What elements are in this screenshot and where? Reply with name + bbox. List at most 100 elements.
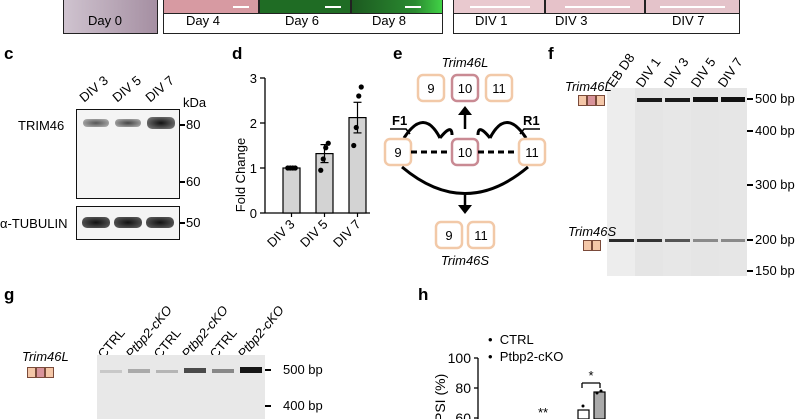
lane-label-div7: DIV 7 [142, 72, 177, 105]
scale-bar [470, 6, 530, 8]
data-point [325, 140, 331, 146]
marker-tick [747, 98, 753, 100]
x-tick-label: DIV 5 [297, 217, 331, 251]
x-tick-label: DIV 3 [264, 217, 298, 251]
band-long-div3 [665, 98, 690, 102]
trim46-blot [76, 109, 180, 199]
frame-day4-8 [163, 0, 443, 34]
exon-label: 9 [394, 145, 401, 160]
data-point [581, 404, 585, 408]
exon-11-bottom [466, 220, 496, 250]
splicing-diagram: Trim46L 9 10 11 F1 R1 9 10 11 9 11 Trim4… [383, 55, 547, 268]
exon-label: 10 [458, 81, 472, 96]
data-point [356, 93, 362, 99]
scale-bar [405, 6, 421, 8]
band-div3 [82, 217, 110, 228]
y-axis-label: PSI (%) [432, 374, 448, 419]
exon-9-bottom [434, 220, 464, 250]
scale-bar [660, 6, 725, 8]
label-day8: Day 8 [372, 13, 406, 28]
data-point [323, 145, 329, 151]
tubulin-label: α-TUBULIN [0, 216, 68, 231]
inclusion-arc [402, 121, 528, 139]
exon-11-mid [517, 137, 547, 167]
y-tick-label: 1 [250, 161, 257, 176]
marker-500bp: 500 bp [755, 91, 795, 106]
marker-tick [265, 369, 271, 371]
band-ctrl-3 [212, 369, 234, 373]
exon-11-top [484, 73, 514, 103]
legend-cko: • Ptbp2-cKO [488, 349, 563, 364]
band-div7 [147, 117, 175, 129]
lane-label-div5: DIV 5 [109, 72, 144, 105]
trim46l-label: Trim46L [442, 55, 489, 70]
ptbp2-gel [97, 355, 265, 419]
psi-chart: PSI (%) 100 80 60 ** * [432, 350, 606, 419]
label-day4: Day 4 [186, 13, 220, 28]
arrow-down-icon [458, 205, 472, 214]
tubulin-blot [76, 206, 180, 240]
legend-ctrl-label: CTRL [499, 332, 534, 347]
data-point [351, 142, 357, 149]
sig-star: * [588, 368, 593, 383]
arrow-up-icon [458, 106, 472, 115]
scale-bar [325, 6, 341, 8]
inclusion-arc [438, 128, 492, 139]
panel-g-letter: g [4, 285, 15, 304]
primer-f1-label: F1 [392, 113, 407, 128]
label-day0: Day 0 [88, 13, 122, 28]
lane-label-div5: DIV 5 [687, 54, 719, 90]
marker-400bp-g: 400 bp [283, 398, 323, 413]
exon-label: 11 [474, 228, 488, 243]
trim46-label: TRIM46 [18, 118, 65, 133]
data-point [318, 167, 324, 173]
band-ctrl-2 [156, 370, 178, 373]
marker-400bp: 400 bp [755, 123, 795, 138]
band-ctrl-1 [100, 370, 122, 373]
marker-tick [747, 239, 753, 241]
band-short-div5 [693, 239, 718, 242]
micrograph-day0 [63, 0, 158, 34]
data-point [320, 156, 326, 162]
label-day6: Day 6 [285, 13, 319, 28]
x-tick-label: DIV 7 [330, 217, 364, 251]
sig-double-star: ** [538, 405, 548, 419]
band-short-div3 [665, 239, 690, 242]
y-axis-label: Fold Change [233, 138, 248, 212]
panel-f-letter: f [548, 44, 554, 63]
trim46l-label-g: Trim46L [22, 349, 69, 364]
band-div5 [115, 119, 141, 127]
band-cko-3 [240, 367, 262, 373]
trim46s-label: Trim46S [568, 224, 617, 239]
rt-pcr-gel [607, 88, 747, 276]
band-cko-2 [184, 368, 206, 373]
panel-d-letter: d [232, 44, 243, 63]
data-point [292, 165, 298, 171]
marker-tick-60 [180, 181, 185, 183]
marker-tick [265, 405, 271, 407]
marker-150bp: 150 bp [755, 263, 795, 278]
y-tick: 80 [455, 380, 471, 396]
band-cko-1 [128, 369, 150, 373]
scale-bar [565, 6, 630, 8]
lane-label-div7: DIV 7 [714, 54, 746, 90]
band-long-div7 [721, 97, 745, 102]
marker-60: 60 [186, 174, 201, 189]
lane-label-div1: DIV 1 [632, 54, 664, 90]
marker-tick [747, 270, 753, 272]
band-short-div1 [637, 239, 662, 242]
legend-dot-icon: • [488, 332, 500, 347]
y-tick: 60 [455, 410, 471, 419]
marker-tick [747, 130, 753, 132]
trim46s-label: Trim46S [441, 253, 489, 268]
lane-label-cko-3: Ptbp2-cKO [234, 302, 287, 361]
band-short-ebd8 [609, 239, 634, 242]
exon-label: 9 [445, 228, 452, 243]
bar-ctrl [577, 409, 590, 419]
y-tick-label: 3 [250, 71, 257, 86]
band-div3 [83, 119, 109, 127]
legend-dot-icon: • [488, 349, 500, 364]
exon-10-top [450, 73, 480, 103]
exon-label: 11 [492, 81, 506, 96]
y-tick: 100 [448, 350, 472, 366]
